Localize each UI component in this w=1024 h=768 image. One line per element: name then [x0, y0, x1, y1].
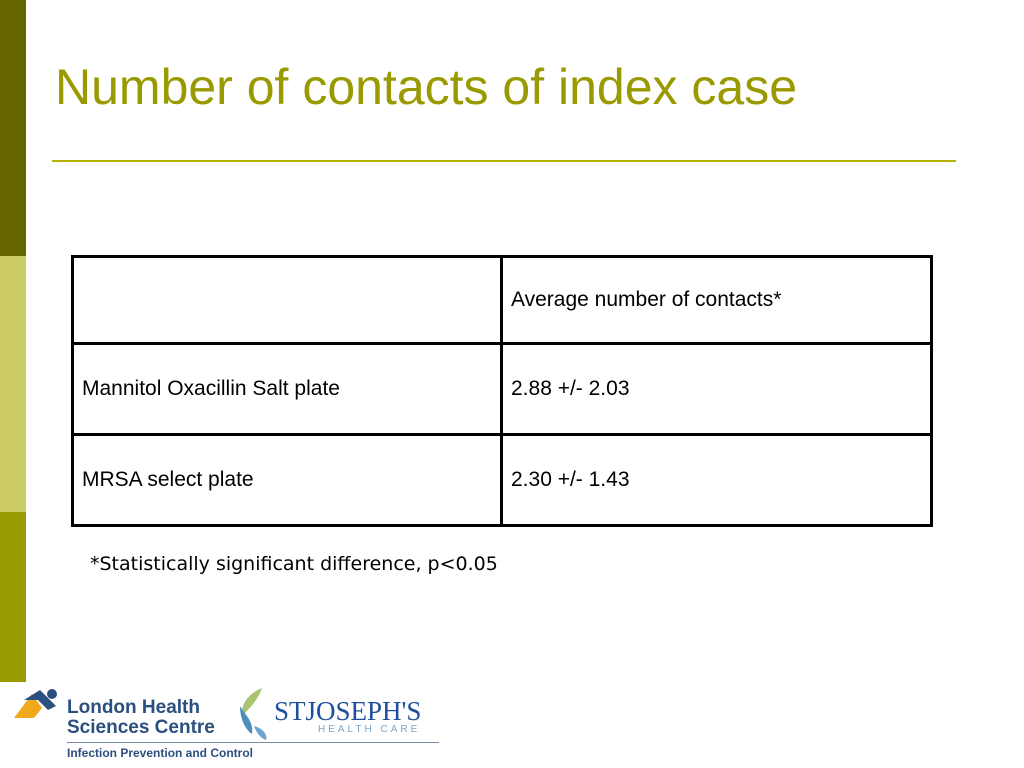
table-row: Mannitol Oxacillin Salt plate 2.88 +/- 2…	[71, 342, 933, 436]
st-josephs-logo-subtitle: HEALTH CARE	[318, 724, 421, 735]
lhsc-logo: London Health Sciences Centre	[10, 688, 230, 738]
table-cell-value: 2.88 +/- 2.03	[500, 342, 933, 436]
lhsc-logo-subtitle: Infection Prevention and Control	[67, 746, 254, 760]
slide-title: Number of contacts of index case	[55, 59, 798, 115]
table-header-cell	[71, 255, 503, 345]
leaf-figure-icon	[240, 688, 267, 740]
table-cell-method: Mannitol Oxacillin Salt plate	[71, 342, 503, 436]
table-cell-method: MRSA select plate	[71, 433, 503, 527]
left-accent-bar-bottom	[0, 512, 26, 682]
title-divider	[52, 160, 956, 162]
table-header-cell: Average number of contacts*	[500, 255, 933, 345]
logo-divider	[67, 742, 439, 743]
table-row: MRSA select plate 2.30 +/- 1.43	[71, 433, 933, 527]
contacts-table: Average number of contacts* Mannitol Oxa…	[71, 255, 933, 527]
lhsc-figure-icon	[14, 689, 57, 718]
table-header-row: Average number of contacts*	[71, 255, 933, 345]
table-cell-value: 2.30 +/- 1.43	[500, 433, 933, 527]
st-josephs-logo-name: STJOSEPH'S	[274, 696, 422, 726]
footnote: *Statistically significant difference, p…	[90, 553, 498, 575]
lhsc-logo-name: London Health Sciences Centre	[67, 697, 215, 738]
left-accent-bar-top	[0, 0, 26, 256]
st-josephs-logo: STJOSEPH'S HEALTH CARE	[232, 686, 442, 742]
left-accent-bar-middle	[0, 256, 26, 512]
